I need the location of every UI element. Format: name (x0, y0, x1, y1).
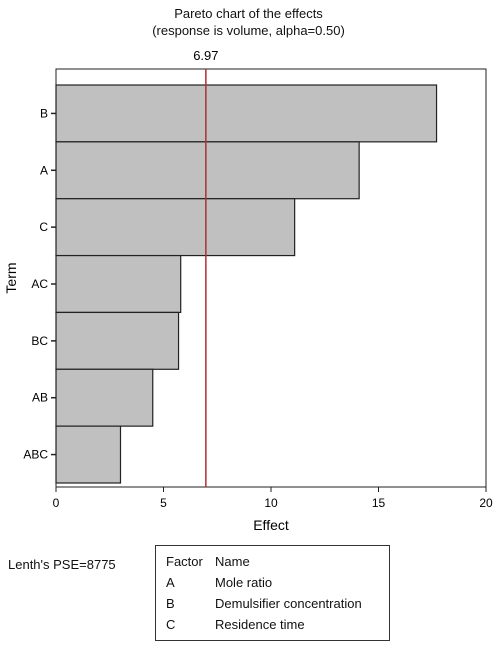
x-tick-label: 15 (372, 496, 386, 510)
y-tick-label: ABC (23, 448, 48, 462)
factor-legend: Factor Name A Mole ratio B Demulsifier c… (155, 545, 390, 641)
lenth-pse-note: Lenth's PSE=8775 (8, 557, 116, 572)
legend-factor-name: Demulsifier concentration (215, 596, 362, 611)
legend-factor-code: B (166, 596, 175, 611)
x-tick-label: 20 (479, 496, 493, 510)
chart-subtitle: (response is volume, alpha=0.50) (152, 23, 345, 38)
legend-header-name: Name (215, 554, 250, 569)
legend-factor-code: C (166, 617, 176, 632)
bar-c (55, 198, 296, 257)
y-tick-label: C (39, 220, 48, 234)
y-tick-label: BC (31, 334, 48, 348)
legend-factor-name: Mole ratio (215, 575, 273, 590)
y-tick-label: AC (31, 277, 48, 291)
bar-bc (55, 311, 180, 370)
x-tick-label: 0 (53, 496, 60, 510)
reference-line-label: 6.97 (193, 48, 218, 63)
legend-factor-name: Residence time (215, 617, 305, 632)
y-tick-label: A (40, 163, 48, 177)
bar-abc (55, 425, 122, 484)
x-axis-label: Effect (253, 517, 289, 533)
legend-header-factor: Factor (166, 554, 203, 569)
chart-title: Pareto chart of the effects (174, 6, 323, 21)
x-tick-label: 5 (160, 496, 167, 510)
legend-factor-code: A (166, 575, 175, 590)
bar-ab (55, 368, 154, 427)
bar-ac (55, 254, 182, 314)
y-axis-label: Term (3, 262, 19, 293)
y-tick-label: AB (32, 391, 48, 405)
x-tick-label: 10 (264, 496, 278, 510)
bar-b (55, 84, 438, 143)
bar-a (55, 141, 360, 200)
y-tick-label: B (40, 106, 48, 120)
